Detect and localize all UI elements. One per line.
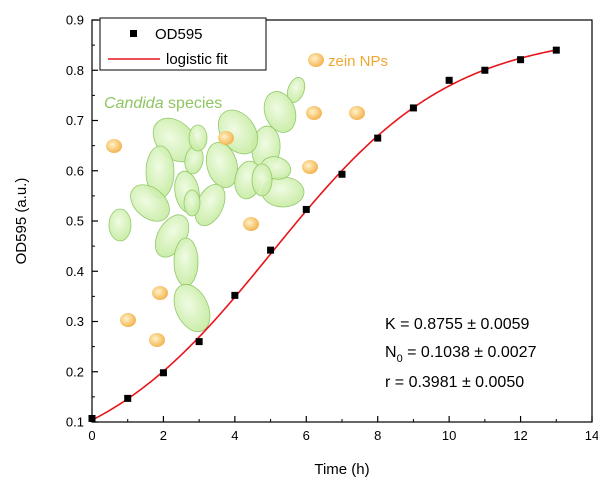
y-axis-title: OD595 (a.u.) [13, 178, 30, 265]
fit-statistics: K = 0.8755 ± 0.0059 N0 = 0.1038 ± 0.0027 r… [385, 316, 537, 391]
x-tick-label: 6 [303, 428, 310, 443]
y-tick-label: 0.4 [66, 264, 84, 279]
data-point [195, 338, 203, 346]
zein-np [302, 160, 318, 174]
legend-od595-label: OD595 [155, 26, 203, 43]
candida-cell [188, 124, 208, 152]
y-tick-label: 0.8 [66, 63, 84, 78]
zein-np [243, 217, 259, 231]
x-tick-label: 0 [88, 428, 95, 443]
data-point [88, 414, 96, 422]
x-tick-label: 10 [442, 428, 456, 443]
data-point [445, 76, 453, 84]
zein-np [149, 333, 165, 347]
data-point [302, 205, 310, 213]
candida-cell [251, 163, 273, 197]
x-tick-label: 4 [231, 428, 238, 443]
fit-stat-2: r = 0.3981 ± 0.0050 [385, 374, 524, 391]
od595-data-points [88, 46, 560, 422]
data-point [374, 134, 382, 142]
data-point [338, 170, 346, 178]
zein-np [218, 131, 234, 145]
x-tick-label: 2 [160, 428, 167, 443]
candida-cell [108, 208, 132, 242]
y-tick-label: 0.7 [66, 113, 84, 128]
y-axis-ticks: 0.1 0.2 0.3 0.4 0.5 0.6 0.7 0.8 0.9 [66, 13, 98, 430]
data-point [409, 104, 417, 112]
y-tick-label: 0.1 [66, 415, 84, 430]
candida-species-label: Candida species [104, 95, 222, 112]
zein-np [349, 106, 365, 120]
data-point [517, 56, 525, 64]
y-tick-label: 0.6 [66, 163, 84, 178]
logistic-fit-line [91, 49, 557, 421]
candida-cells [108, 77, 306, 333]
data-point [552, 46, 560, 54]
y-tick-label: 0.9 [66, 13, 84, 28]
data-point [124, 394, 132, 402]
data-point [481, 66, 489, 74]
x-tick-label: 14 [585, 428, 598, 443]
fit-stat-0: K = 0.8755 ± 0.0059 [385, 316, 530, 333]
data-point [267, 246, 275, 254]
x-axis-title: Time (h) [314, 461, 369, 478]
zein-nps-label: zein NPs [328, 53, 388, 70]
zein-np [306, 106, 322, 120]
legend-od595-marker [130, 30, 137, 37]
candida-cell [173, 283, 211, 333]
zein-nanoparticles [106, 53, 365, 347]
candida-cell [263, 91, 297, 133]
x-tick-label: 8 [374, 428, 381, 443]
legend-fit-label: logistic fit [166, 51, 229, 68]
candida-cell [130, 184, 170, 222]
candida-cell [173, 237, 199, 287]
candida-cell [183, 189, 201, 217]
data-point [231, 291, 239, 299]
fit-stat-1: N0 = 0.1038 ± 0.0027 [385, 344, 537, 365]
legend: OD595 logistic fit [99, 17, 267, 71]
zein-np [106, 139, 122, 153]
x-axis-ticks: 0 2 4 6 8 10 12 14 [88, 416, 598, 443]
y-tick-label: 0.3 [66, 314, 84, 329]
data-point [159, 369, 167, 377]
zein-np [308, 53, 324, 67]
y-tick-label: 0.2 [66, 364, 84, 379]
x-tick-label: 12 [513, 428, 527, 443]
zein-np [152, 286, 168, 300]
candida-zein-illustration: Candida species zein NPs [104, 53, 388, 347]
zein-np [120, 313, 136, 327]
y-tick-label: 0.5 [66, 214, 84, 229]
candida-cell [205, 142, 239, 188]
legend-box [99, 17, 267, 71]
